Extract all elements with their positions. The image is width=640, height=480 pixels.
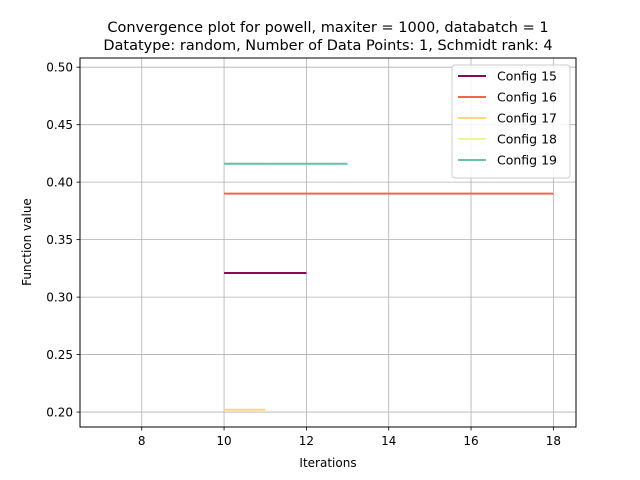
grid-lines bbox=[80, 58, 576, 427]
legend-box bbox=[451, 64, 571, 179]
y-tick-label: 0.40 bbox=[46, 176, 73, 190]
x-tick-label: 10 bbox=[216, 434, 231, 448]
y-axis-label: Function value bbox=[20, 198, 34, 286]
legend-label: Config 16 bbox=[497, 90, 557, 105]
x-tick-label: 12 bbox=[299, 434, 314, 448]
y-tick-label: 0.35 bbox=[46, 233, 73, 247]
x-tick-label: 8 bbox=[138, 434, 146, 448]
x-tick-label: 18 bbox=[546, 434, 561, 448]
y-tick-label: 0.25 bbox=[46, 348, 73, 362]
y-tick-label: 0.20 bbox=[46, 406, 73, 420]
x-tick-label: 16 bbox=[463, 434, 478, 448]
chart-title: Convergence plot for powell, maxiter = 1… bbox=[107, 20, 548, 36]
plot-area-frame bbox=[79, 57, 577, 428]
chart-subtitle: Datatype: random, Number of Data Points:… bbox=[103, 38, 552, 54]
y-tick-label: 0.45 bbox=[46, 118, 73, 132]
legend-label: Config 17 bbox=[497, 111, 557, 126]
x-axis-label: Iterations bbox=[299, 456, 356, 470]
legend: Config 15 Config 16 Config 17 Config 18 Conf… bbox=[451, 64, 571, 179]
x-tick-label: 14 bbox=[381, 434, 396, 448]
plot-series bbox=[224, 162, 554, 411]
legend-label: Config 18 bbox=[497, 132, 557, 147]
y-tick-label: 0.30 bbox=[46, 291, 73, 305]
axis-ticks: 8 10 12 14 16 18 0.20 0.25 0.30 0.35 0.40 0.45 0.50 bbox=[46, 61, 561, 448]
legend-label: Config 19 bbox=[497, 153, 557, 168]
y-tick-label: 0.50 bbox=[46, 61, 73, 75]
legend-label: Config 15 bbox=[497, 69, 557, 84]
